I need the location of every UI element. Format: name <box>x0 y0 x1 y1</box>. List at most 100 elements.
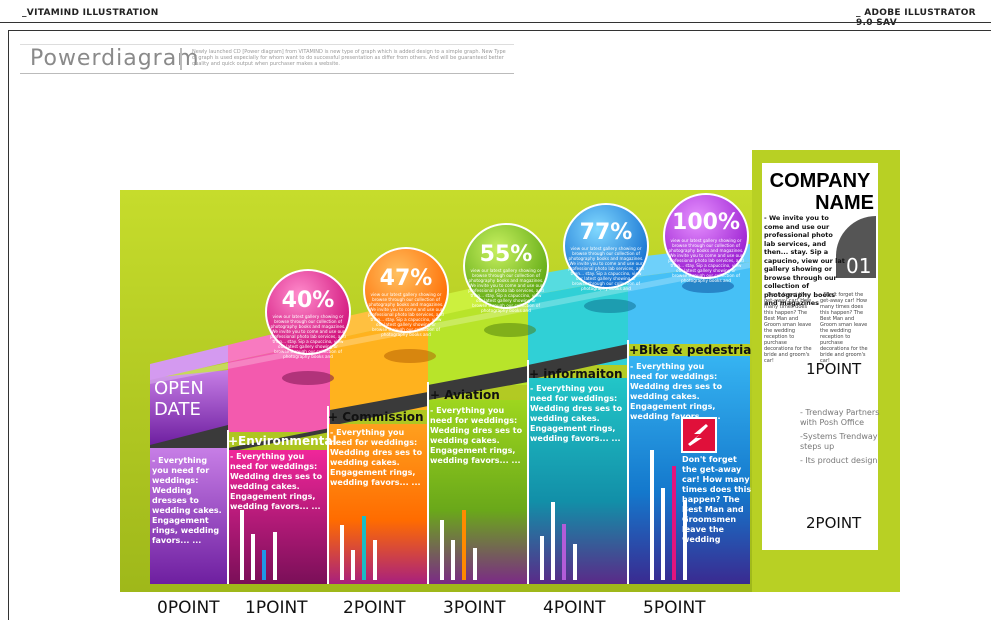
bubble-3-value: 55% <box>479 242 533 267</box>
bar-0-3 <box>273 532 277 580</box>
frame-top <box>8 30 991 31</box>
column-purple <box>150 448 228 584</box>
bar-4-0 <box>650 450 654 580</box>
bar-3-0 <box>540 536 544 580</box>
bubble-4 <box>563 203 649 289</box>
bar-1-3 <box>373 540 377 580</box>
company-point-bottom: 2POINT <box>806 514 862 532</box>
bubble-2-value: 47% <box>379 266 433 291</box>
column-0-body: - Everything you need for weddings: Wedd… <box>152 456 222 545</box>
company-note-left: - Don't forget the get-away car! How man… <box>764 292 812 364</box>
point-label-3: 3POINT <box>443 598 506 618</box>
company-number: 01 <box>846 254 872 278</box>
company-list: - Trendway Partners with Posh Office -Sy… <box>800 408 882 466</box>
roof-orange <box>330 318 428 410</box>
roof-magenta <box>228 340 330 432</box>
title-top-rule <box>20 44 514 45</box>
column-5-body: - Everything you need for weddings: Wedd… <box>630 362 723 421</box>
band-orange <box>330 392 428 426</box>
bar-4-1 <box>661 488 665 580</box>
company-description: - We invite you to come and use our prof… <box>764 214 845 307</box>
band-magenta <box>228 428 330 452</box>
company-list-item-1: - Trendway Partners with Posh Office <box>800 408 880 427</box>
divider-1 <box>227 430 229 584</box>
company-point-top: 1POINT <box>806 360 862 378</box>
bubble-1 <box>265 269 351 355</box>
header-left: _VITAMIND ILLUSTRATION <box>22 8 159 18</box>
bar-2-0 <box>440 520 444 580</box>
bar-2-1 <box>451 540 455 580</box>
bar-2-3 <box>473 548 477 580</box>
page-title: Powerdiagram <box>30 46 200 71</box>
column-blue <box>628 356 750 584</box>
bar-0-0 <box>240 510 244 580</box>
bar-0-2 <box>262 550 266 580</box>
bar-4-2 <box>672 466 676 580</box>
point-label-1: 1POINT <box>245 598 308 618</box>
arrow-icon <box>688 424 708 446</box>
roof-green <box>428 296 528 385</box>
roof-hole-5 <box>682 279 734 293</box>
roof-hole-3 <box>484 323 536 337</box>
company-name-line1: COMPANY <box>769 170 871 192</box>
divider-2 <box>327 406 329 584</box>
roof-hole-4 <box>584 299 636 313</box>
band-green <box>428 366 528 400</box>
column-5-title: +Bike & pedestrian <box>629 343 760 357</box>
bar-4-3 <box>683 500 687 580</box>
roof-top-purple <box>150 345 228 380</box>
column-2-title: + Commission <box>328 410 424 424</box>
point-label-5: 5POINT <box>643 598 706 618</box>
open-date-label: OPEN DATE <box>154 378 204 420</box>
column-1-body: - Everything you need for weddings: Wedd… <box>230 452 323 511</box>
company-name: COMPANY NAME <box>762 170 878 214</box>
divider-3 <box>427 382 429 584</box>
band-teal <box>528 344 628 380</box>
column-4-title: + informaiton <box>529 367 623 381</box>
bubble-4-value: 77% <box>579 220 633 245</box>
bubble-5 <box>663 193 749 279</box>
title-separator <box>180 48 182 70</box>
bubble-1-text: view our latest gallery showing or brows… <box>270 314 346 359</box>
bar-1-1 <box>351 550 355 580</box>
bar-3-3 <box>573 544 577 580</box>
company-name-line2: NAME <box>815 192 874 214</box>
roof-hole-2 <box>384 349 436 363</box>
bubble-3-text: view our latest gallery showing or brows… <box>468 268 544 313</box>
company-note-right: - Don't forget the get-away car! How man… <box>820 292 868 364</box>
point-label-4: 4POINT <box>543 598 606 618</box>
point-label-2: 2POINT <box>343 598 406 618</box>
open-date-line1: OPEN <box>154 378 204 399</box>
note-text: Don't forget the get-away car! How many … <box>682 455 752 544</box>
bar-3-2 <box>562 524 566 580</box>
bar-0-1 <box>251 534 255 580</box>
company-list-item-2: -Systems Trendway steps up <box>800 432 878 451</box>
bubble-2 <box>363 247 449 333</box>
column-1-title: +Environmental <box>228 434 337 448</box>
header-divider <box>0 22 991 23</box>
frame-left <box>8 30 9 620</box>
band-purple <box>150 425 228 448</box>
bubble-4-text: view our latest gallery showing or brows… <box>568 246 644 291</box>
column-2-body: - Everything you need for weddings: Wedd… <box>330 428 423 487</box>
column-3-body: - Everything you need for weddings: Wedd… <box>430 406 523 465</box>
bar-1-2 <box>362 516 366 580</box>
bubble-2-text: view our latest gallery showing or brows… <box>368 292 444 337</box>
column-3-title: + Aviation <box>430 388 500 402</box>
title-bottom-rule <box>20 73 514 74</box>
bubble-5-value: 100% <box>672 210 740 235</box>
company-list-item-3: - Its product design <box>800 456 878 465</box>
column-teal <box>528 378 628 584</box>
header-right: _ ADOBE ILLUSTRATOR 9.0 SAV <box>856 8 976 28</box>
column-green <box>428 400 528 584</box>
bubble-5-text: view our latest gallery showing or brows… <box>668 238 744 283</box>
point-label-0: 0POINT <box>157 598 220 618</box>
roof-purple <box>150 370 228 445</box>
divider-4 <box>527 360 529 584</box>
roof-hole-1 <box>282 371 334 385</box>
column-magenta <box>228 450 328 584</box>
bar-3-1 <box>551 502 555 580</box>
divider-5 <box>627 340 629 584</box>
bubble-3 <box>463 223 549 309</box>
column-4-body: - Everything you need for weddings: Wedd… <box>530 384 623 443</box>
